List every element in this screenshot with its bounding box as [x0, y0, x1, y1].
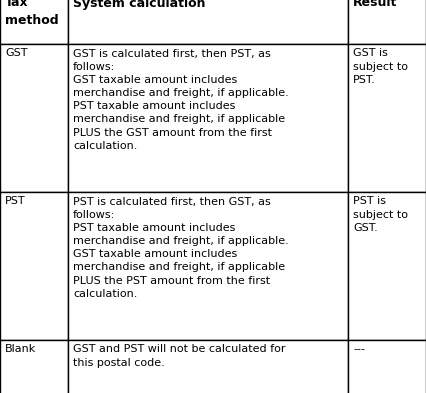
Bar	[348, 44, 426, 191]
Bar	[348, 0, 426, 44]
Bar	[68, 44, 348, 191]
Bar	[0, 0, 68, 44]
Text: PST: PST	[5, 196, 26, 206]
Text: PST is calculated first, then GST, as
follows:
PST taxable amount includes
merch: PST is calculated first, then GST, as fo…	[73, 196, 289, 299]
Bar	[348, 340, 426, 393]
Text: PST is
subject to
GST.: PST is subject to GST.	[353, 196, 408, 233]
Bar	[68, 191, 348, 340]
Text: GST: GST	[5, 48, 28, 59]
Text: GST is
subject to
PST.: GST is subject to PST.	[353, 48, 408, 85]
Text: Result: Result	[353, 0, 397, 9]
Bar	[0, 44, 68, 191]
Text: GST is calculated first, then PST, as
follows:
GST taxable amount includes
merch: GST is calculated first, then PST, as fo…	[73, 48, 289, 151]
Text: Tax
method: Tax method	[5, 0, 59, 26]
Bar	[348, 191, 426, 340]
Text: GST and PST will not be calculated for
this postal code.: GST and PST will not be calculated for t…	[73, 345, 285, 368]
Text: Blank: Blank	[5, 345, 36, 354]
Text: ---: ---	[353, 345, 365, 354]
Bar	[0, 191, 68, 340]
Bar	[68, 340, 348, 393]
Bar	[0, 340, 68, 393]
Text: System calculation: System calculation	[73, 0, 205, 9]
Bar	[68, 0, 348, 44]
